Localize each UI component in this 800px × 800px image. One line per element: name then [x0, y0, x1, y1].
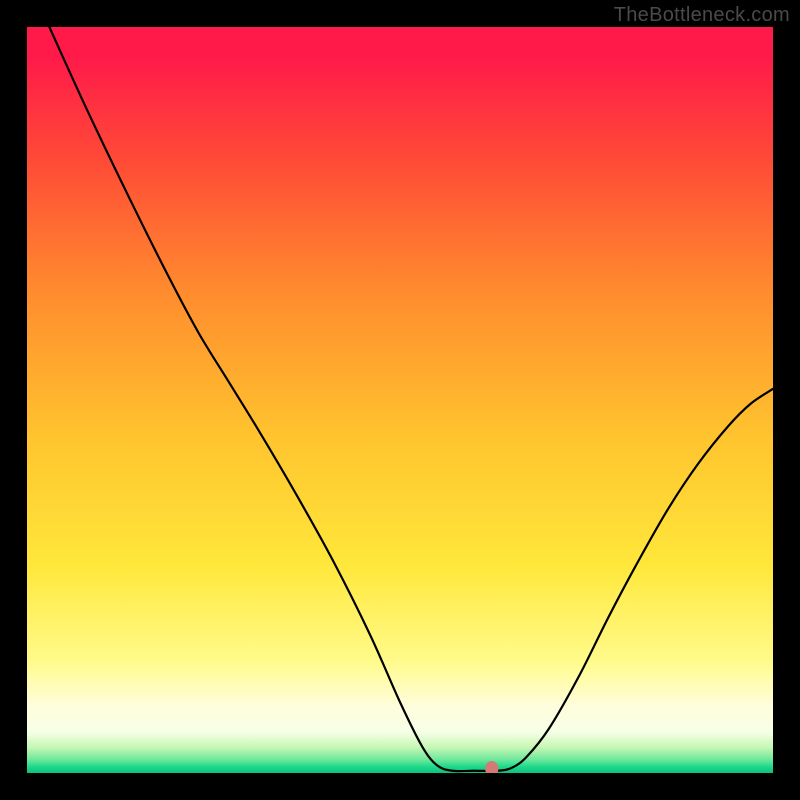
gradient-background — [27, 27, 773, 773]
chart-svg — [27, 27, 773, 773]
watermark-text: TheBottleneck.com — [614, 4, 790, 27]
chart-frame: TheBottleneck.com — [0, 0, 800, 800]
plot-area — [27, 27, 773, 773]
